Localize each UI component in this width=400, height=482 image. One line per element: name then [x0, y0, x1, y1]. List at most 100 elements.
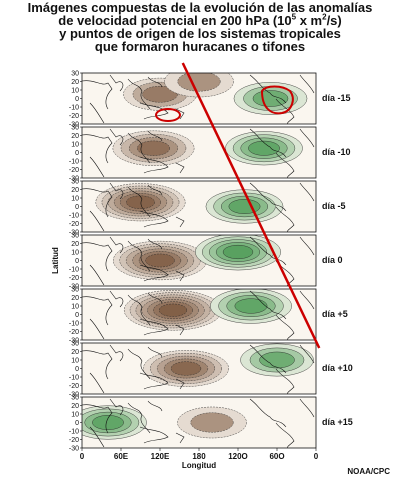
day-label-6: día +15	[322, 416, 353, 427]
y-tick-label: -10	[69, 105, 79, 112]
anomaly-center-2-contour-1	[252, 90, 289, 107]
anomaly-center-1-contour-1	[222, 244, 254, 260]
y-tick-label: 0	[75, 366, 79, 373]
anomaly-center-1-contour-1	[228, 199, 261, 214]
y-tick-label: -20	[69, 275, 79, 282]
x-tick-label: 0	[80, 452, 85, 461]
day-label-3: día 0	[322, 254, 343, 265]
anomaly-center-0-contour-1	[137, 140, 170, 156]
y-tick-label: -10	[69, 375, 79, 382]
panel-contours	[82, 182, 315, 232]
y-tick-label: 20	[71, 187, 79, 194]
highlight-loop-east	[260, 85, 294, 115]
y-tick-label: 10	[71, 304, 79, 311]
title-sup-5: 5	[291, 12, 297, 22]
x-tick-label: 60O	[269, 452, 284, 461]
title-line-2-pre: de velocidad potencial en 200 hPa (10	[58, 13, 292, 28]
day-label-0: día -15	[322, 92, 351, 103]
x-tick-label: 120O	[228, 452, 248, 461]
y-tick-label: 0	[75, 204, 79, 211]
day-label-1: día -10	[322, 146, 351, 157]
propagation-trend-line	[181, 62, 321, 349]
y-tick-label: 0	[75, 150, 79, 157]
y-tick-label: -20	[69, 383, 79, 390]
y-axis-label: Latitud	[51, 247, 60, 274]
title-line-3: y puntos de origen de los sistemas tropi…	[59, 26, 341, 41]
y-tick-label: 10	[71, 196, 79, 203]
chart-title: Imágenes compuestas de la evolución de l…	[0, 1, 400, 53]
y-tick-label: 10	[71, 88, 79, 95]
y-tick-label: 30	[71, 287, 79, 294]
y-tick-label: 0	[75, 312, 79, 319]
panel-contours	[82, 289, 315, 340]
y-tick-label: 10	[71, 358, 79, 365]
y-tick-label: -10	[69, 321, 79, 328]
anomaly-center-0-contour-1	[190, 412, 234, 433]
y-tick-label: -20	[69, 167, 79, 174]
y-tick-label: -30	[69, 122, 79, 129]
highlight-loop-west	[155, 108, 181, 122]
y-tick-label: 30	[71, 179, 79, 186]
y-tick-label: -20	[69, 113, 79, 120]
y-tick-label: 20	[71, 295, 79, 302]
panel-contours	[82, 343, 315, 394]
x-tick-label: 60E	[114, 452, 129, 461]
title-line-4: que formaron huracanes o tifones	[94, 39, 306, 54]
panel-contours	[82, 398, 315, 448]
y-tick-label: 30	[71, 395, 79, 402]
y-tick-label: 20	[71, 349, 79, 356]
y-tick-label: 0	[75, 96, 79, 103]
anomaly-center-0-contour-1	[158, 303, 188, 317]
y-tick-label: -20	[69, 437, 79, 444]
anomaly-center-1-contour-1	[92, 415, 124, 430]
y-tick-label: -30	[69, 446, 79, 453]
y-tick-label: 20	[71, 403, 79, 410]
y-tick-label: -30	[69, 392, 79, 399]
anomaly-center-1-contour-1	[248, 140, 280, 156]
y-tick-label: -10	[69, 213, 79, 220]
y-tick-label: -20	[69, 329, 79, 336]
x-tick-label: 120E	[151, 452, 170, 461]
y-tick-label: -30	[69, 338, 79, 345]
credit-label: NOAA/CPC	[347, 467, 390, 476]
anomaly-center-0-contour-1	[142, 85, 178, 103]
title-line-1: Imágenes compuestas de la evolución de l…	[27, 0, 373, 15]
y-tick-label: -30	[69, 284, 79, 291]
title-line-2-mid: x m	[296, 13, 323, 28]
x-tick-label: 0	[314, 452, 319, 461]
y-tick-label: 30	[71, 233, 79, 240]
day-label-4: día +5	[322, 308, 348, 319]
day-label-2: día -5	[322, 200, 346, 211]
x-tick-label: 180	[192, 452, 206, 461]
y-tick-label: 30	[71, 341, 79, 348]
anomaly-center-1-contour-1	[177, 73, 221, 92]
y-tick-label: 30	[71, 125, 79, 132]
y-tick-label: -10	[69, 267, 79, 274]
y-tick-label: 30	[71, 71, 79, 78]
anomaly-center-1-contour-1	[234, 298, 268, 314]
anomaly-center-0-contour-1	[145, 253, 175, 268]
y-tick-label: 20	[71, 241, 79, 248]
anomaly-center-0-contour-1	[170, 361, 202, 376]
day-label-5: día +10	[322, 362, 353, 373]
title-sup-2: 2	[322, 12, 327, 22]
y-tick-label: 10	[71, 412, 79, 419]
anomaly-center-1-contour-1	[259, 351, 295, 369]
panel-contours	[82, 128, 315, 178]
y-tick-label: 20	[71, 133, 79, 140]
y-tick-label: 0	[75, 420, 79, 427]
y-tick-label: 0	[75, 258, 79, 265]
y-tick-label: 20	[71, 79, 79, 86]
title-line-2: de velocidad potencial en 200 hPa (105 x…	[0, 12, 400, 28]
panel-contours	[82, 235, 315, 286]
title-line-2-post: /s)	[326, 13, 342, 28]
x-axis-label: Longitud	[182, 461, 216, 470]
y-tick-label: 10	[71, 142, 79, 149]
